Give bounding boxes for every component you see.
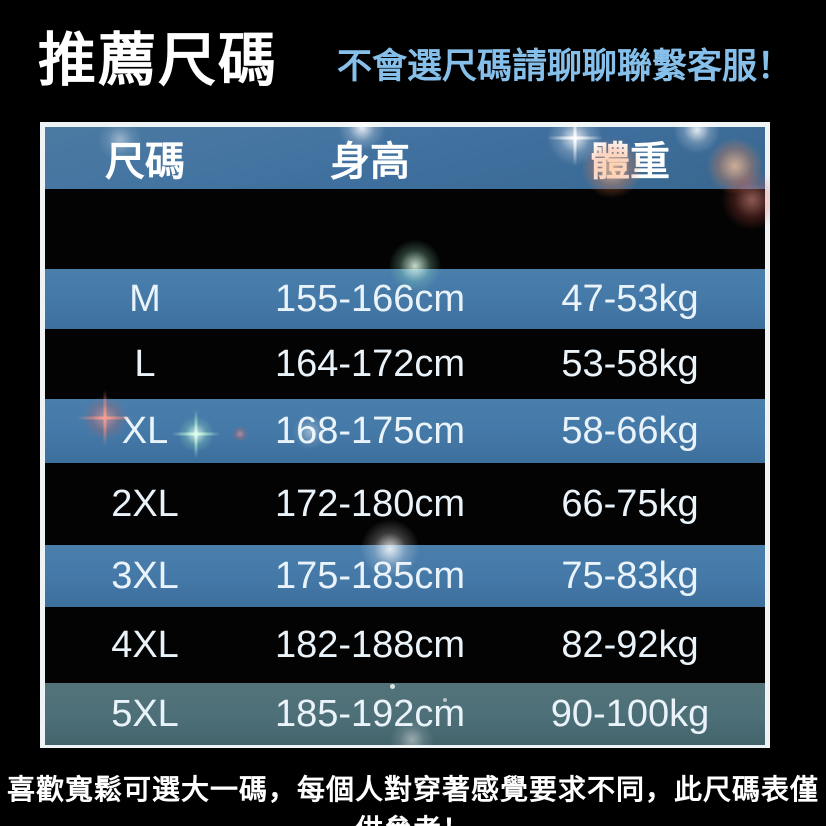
table-row: XL 168-175cm 58-66kg <box>45 399 765 463</box>
weight-cell: 75-83kg <box>561 554 699 597</box>
weight-cell: 90-100kg <box>550 692 710 735</box>
height-cell: 155-166cm <box>274 277 466 320</box>
weight-cell: 53-58kg <box>561 342 699 385</box>
weight-cell: 82-92kg <box>561 623 699 666</box>
table-row: L 164-172cm 53-58kg <box>45 329 765 399</box>
size-cell: XL <box>121 409 169 452</box>
size-cell: 3XL <box>111 554 179 597</box>
height-cell: 168-175cm <box>274 409 466 452</box>
table-row: 4XL 182-188cm 82-92kg <box>45 607 765 683</box>
height-cell: 185-192cm <box>274 692 466 735</box>
size-cell: 5XL <box>111 692 179 735</box>
top-banner: 推薦尺碼 不會選尺碼請聊聊聯繫客服！ <box>0 0 826 122</box>
size-cell: L <box>134 342 156 385</box>
height-cell: 172-180cm <box>274 482 466 525</box>
column-header-height: 身高 <box>330 140 410 184</box>
table-row: 3XL 175-185cm 75-83kg <box>45 545 765 607</box>
footer-disclaimer: 喜歡寬鬆可選大一碼，每個人對穿著感覺要求不同，此尺碼表僅供參考！ <box>6 773 819 826</box>
column-header-weight: 體重 <box>590 140 670 184</box>
contact-service-note: 不會選尺碼請聊聊聯繫客服！ <box>336 47 792 87</box>
page-title: 推薦尺碼 <box>38 26 279 94</box>
height-cell: 164-172cm <box>274 342 466 385</box>
table-row: 5XL 185-192cm 90-100kg <box>45 683 765 745</box>
column-header-size: 尺碼 <box>105 140 185 184</box>
table-row: M 155-166cm 47-53kg <box>45 269 765 329</box>
weight-cell: 58-66kg <box>561 409 699 452</box>
size-table: 尺碼 身高 體重 M 155-166cm 47-53kg L 164-172cm… <box>40 122 770 748</box>
size-cell: 4XL <box>111 623 179 666</box>
size-cell: 2XL <box>111 482 179 525</box>
height-cell: 175-185cm <box>274 554 466 597</box>
weight-cell: 66-75kg <box>561 482 699 525</box>
height-cell: 182-188cm <box>274 623 466 666</box>
table-row: 2XL 172-180cm 66-75kg <box>45 463 765 545</box>
weight-cell: 47-53kg <box>561 277 699 320</box>
empty-dark-row <box>45 189 765 269</box>
table-header-row: 尺碼 身高 體重 <box>45 127 765 189</box>
size-cell: M <box>129 277 161 320</box>
